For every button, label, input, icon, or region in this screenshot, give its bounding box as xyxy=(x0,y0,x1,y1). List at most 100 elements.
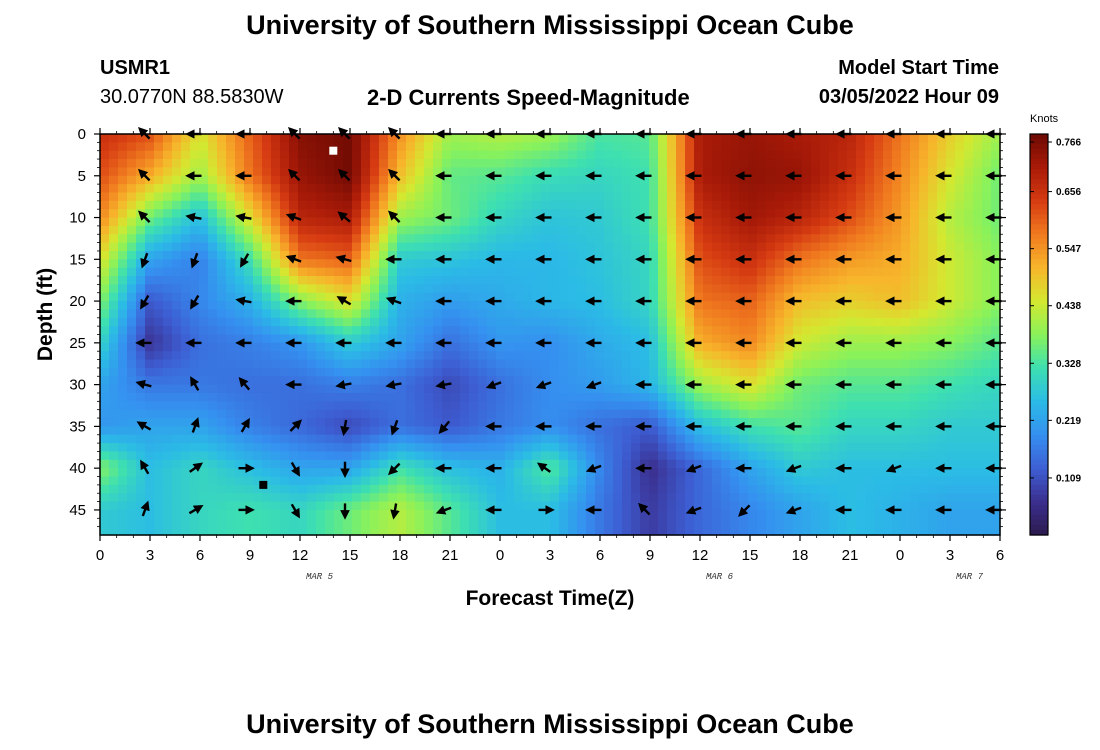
heatmap-cell xyxy=(685,309,695,319)
heatmap-cell xyxy=(910,434,920,444)
heatmap-cell xyxy=(910,418,920,427)
heatmap-cell xyxy=(676,209,686,219)
heatmap-cell xyxy=(676,451,686,461)
heatmap-cell xyxy=(550,250,560,260)
heatmap-cell xyxy=(577,267,587,277)
heatmap-cell xyxy=(199,434,209,444)
heatmap-cell xyxy=(793,426,803,436)
heatmap-cell xyxy=(766,234,776,244)
heatmap-cell xyxy=(586,401,596,411)
heatmap-cell xyxy=(271,309,281,319)
heatmap-cell xyxy=(181,184,191,194)
heatmap-cell xyxy=(928,392,938,402)
heatmap-cell xyxy=(100,250,110,260)
heatmap-cell xyxy=(199,451,209,461)
heatmap-cell xyxy=(910,384,920,394)
heatmap-cell xyxy=(190,509,200,519)
heatmap-cell xyxy=(946,501,956,511)
heatmap-cell xyxy=(658,167,668,177)
heatmap-cell xyxy=(388,459,398,469)
heatmap-cell xyxy=(820,451,830,461)
heatmap-cell xyxy=(892,192,902,202)
heatmap-cell xyxy=(685,142,695,152)
heatmap-cell xyxy=(559,342,569,352)
heatmap-cell xyxy=(199,468,209,478)
heatmap-cell xyxy=(955,184,965,194)
heatmap-cell xyxy=(109,150,119,160)
heatmap-cell xyxy=(802,493,812,503)
heatmap-cell xyxy=(991,175,1001,185)
heatmap-cell xyxy=(559,518,569,528)
heatmap-cell xyxy=(406,142,416,152)
heatmap-cell xyxy=(478,351,488,361)
heatmap-cell xyxy=(118,250,128,260)
heatmap-cell xyxy=(910,192,920,202)
heatmap-cell xyxy=(145,401,155,411)
heatmap-cell xyxy=(712,434,722,444)
heatmap-cell xyxy=(397,401,407,411)
heatmap-cell xyxy=(577,234,587,244)
heatmap-cell xyxy=(298,259,308,269)
heatmap-cell xyxy=(730,284,740,294)
heatmap-cell xyxy=(730,267,740,277)
heatmap-cell xyxy=(154,267,164,277)
heatmap-cell xyxy=(649,225,659,235)
heatmap-cell xyxy=(586,426,596,436)
heatmap-cell xyxy=(991,276,1001,285)
heatmap-cell xyxy=(631,225,641,235)
heatmap-cell xyxy=(514,184,524,194)
heatmap-cell xyxy=(586,509,596,519)
heatmap-cell xyxy=(640,409,650,419)
heatmap-cell xyxy=(334,392,344,402)
heatmap-cell xyxy=(298,468,308,478)
heatmap-cell xyxy=(865,284,875,294)
heatmap-cell xyxy=(730,359,740,369)
heatmap-cell xyxy=(298,175,308,185)
heatmap-cell xyxy=(775,209,785,219)
heatmap-cell xyxy=(307,351,317,361)
heatmap-cell xyxy=(514,476,524,486)
heatmap-cell xyxy=(667,150,677,160)
heatmap-cell xyxy=(415,267,425,277)
heatmap-cell xyxy=(946,192,956,202)
heatmap-cell xyxy=(604,175,614,185)
heatmap-cell xyxy=(235,459,245,469)
heatmap-cell xyxy=(676,159,686,169)
heatmap-cell xyxy=(460,150,470,160)
heatmap-cell xyxy=(622,351,632,361)
heatmap-cell xyxy=(667,259,677,269)
heatmap-cell xyxy=(658,476,668,486)
heatmap-cell xyxy=(370,392,380,402)
heatmap-cell xyxy=(415,476,425,486)
heatmap-cell xyxy=(811,150,821,160)
heatmap-cell xyxy=(973,242,983,252)
heatmap-cell xyxy=(361,259,371,269)
heatmap-cell xyxy=(559,134,569,143)
heatmap-cell xyxy=(793,418,803,427)
heatmap-cell xyxy=(514,443,524,453)
heatmap-cell xyxy=(550,267,560,277)
heatmap-cell xyxy=(685,359,695,369)
heatmap-cell xyxy=(622,451,632,461)
heatmap-cell xyxy=(541,209,551,219)
heatmap-cell xyxy=(955,493,965,503)
heatmap-cell xyxy=(793,200,803,210)
heatmap-cell xyxy=(460,351,470,361)
heatmap-cell xyxy=(352,484,362,494)
heatmap-cell xyxy=(910,367,920,377)
heatmap-cell xyxy=(667,409,677,419)
heatmap-cell xyxy=(523,501,533,511)
heatmap-cell xyxy=(370,159,380,169)
heatmap-cell xyxy=(217,476,227,486)
heatmap-cell xyxy=(856,493,866,503)
heatmap-cell xyxy=(766,225,776,235)
heatmap-cell xyxy=(937,509,947,519)
heatmap-cell xyxy=(154,167,164,177)
heatmap-cell xyxy=(973,351,983,361)
heatmap-cell xyxy=(352,250,362,260)
heatmap-cell xyxy=(469,401,479,411)
heatmap-cell xyxy=(901,351,911,361)
heatmap-cell xyxy=(766,301,776,311)
heatmap-cell xyxy=(973,276,983,285)
heatmap-cell xyxy=(316,292,326,302)
